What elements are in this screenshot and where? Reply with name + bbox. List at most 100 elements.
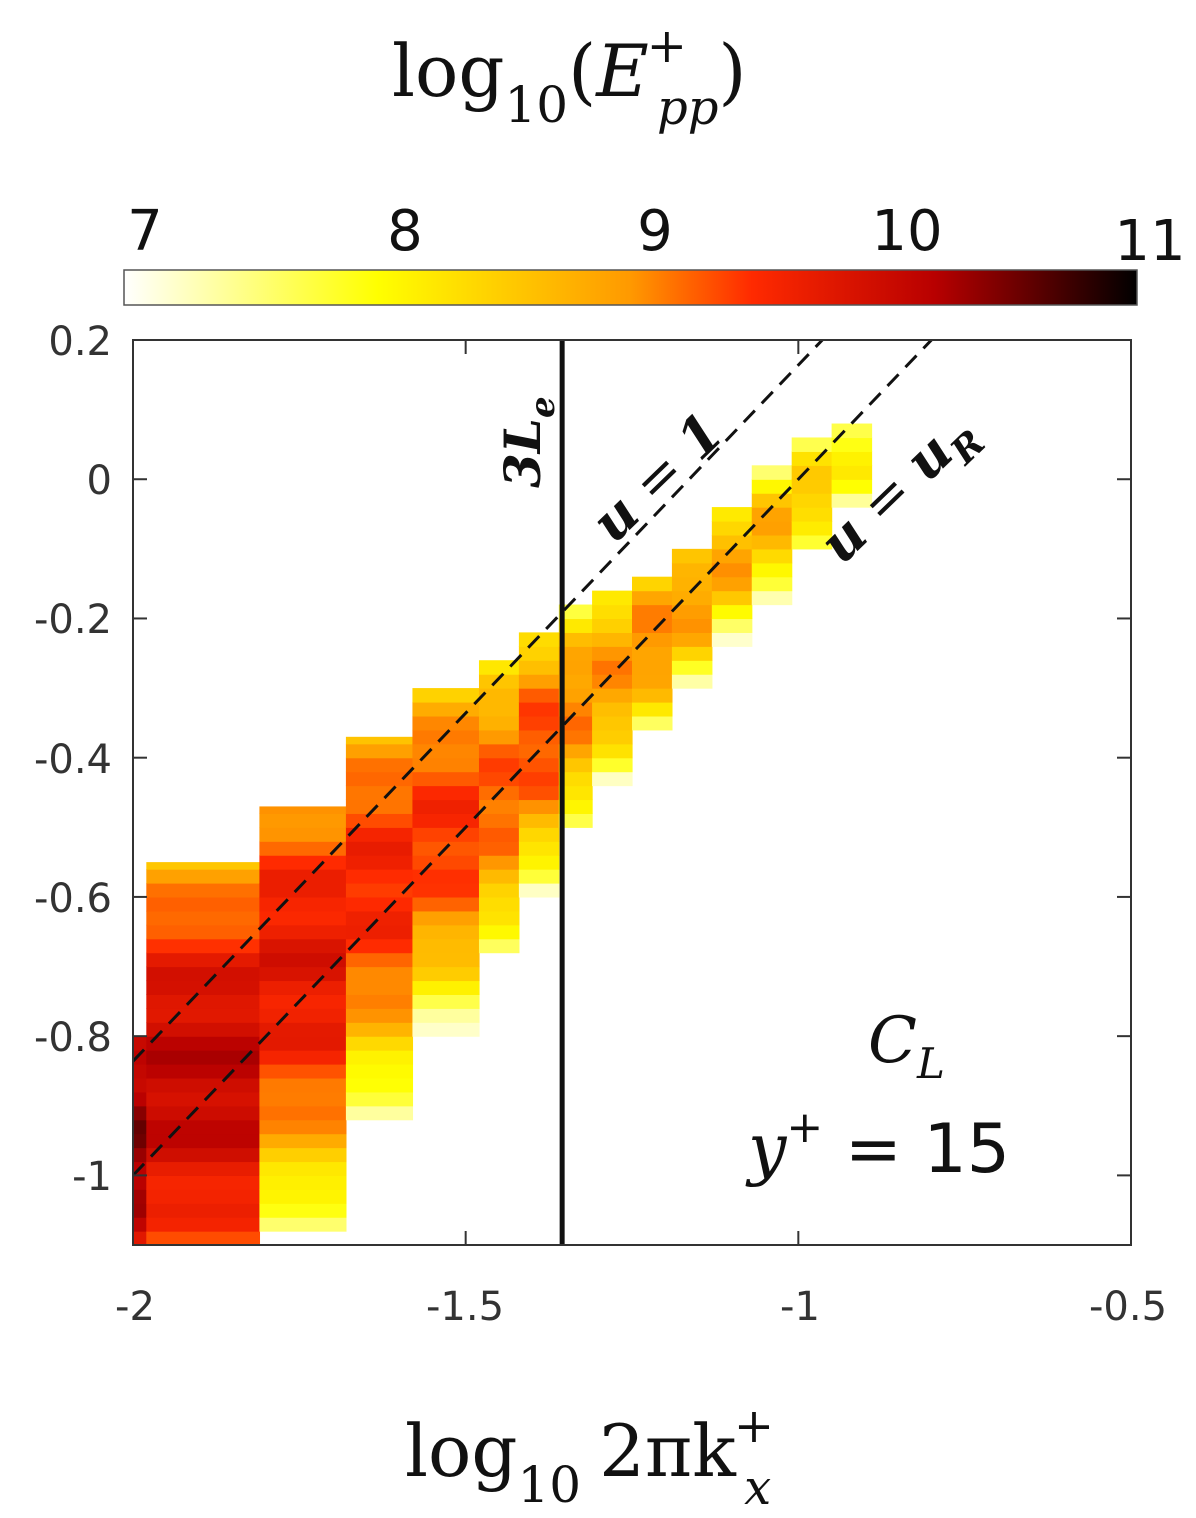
heatmap-cell	[478, 896, 520, 912]
heatmap-cell	[478, 674, 520, 689]
heatmap-cell	[632, 660, 673, 675]
heatmap-cell	[478, 855, 520, 870]
heatmap-cell	[146, 862, 261, 870]
heatmap-cell	[412, 771, 480, 787]
heatmap-cell	[345, 813, 414, 828]
heatmap-cell	[146, 1119, 261, 1135]
heatmap-cell	[751, 465, 793, 480]
heatmap-cell	[259, 1077, 347, 1093]
heatmap-cell	[345, 736, 414, 745]
heatmap-cell	[558, 618, 593, 633]
heatmap-cell	[412, 910, 480, 926]
heatmap-cell	[558, 785, 593, 801]
colorbar-tick-label: 7	[127, 199, 163, 264]
heatmap-cell	[146, 924, 261, 940]
heatmap-cell	[412, 813, 480, 828]
heatmap-cell	[412, 869, 480, 884]
y-tick-labels: 0.2 0 -0.2 -0.4 -0.6 -0.8 -1	[34, 319, 112, 1200]
heatmap-cell	[146, 938, 261, 954]
heatmap-cell	[259, 841, 347, 856]
heatmap-cell	[259, 1147, 347, 1163]
heatmap-cell	[412, 743, 480, 759]
heatmap-cell	[345, 952, 414, 968]
heatmap-cell	[711, 534, 753, 550]
x-tick-label: -1	[780, 1284, 820, 1330]
heatmap-cell	[146, 883, 261, 898]
heatmap-cell	[133, 1077, 147, 1093]
heatmap-cell	[518, 674, 560, 689]
heatmap-cell	[592, 743, 633, 759]
heatmap-cell	[259, 924, 347, 940]
heatmap-cell	[259, 1203, 347, 1218]
heatmap-cell	[412, 994, 480, 1009]
colorbar-tick-label: 9	[637, 199, 673, 264]
heatmap-cell	[671, 618, 713, 633]
heatmap-cell	[478, 869, 520, 884]
heatmap-cell	[751, 590, 793, 606]
heatmap-cell	[345, 1008, 414, 1023]
heatmap-cell	[791, 493, 833, 508]
heatmap-cell	[671, 604, 713, 620]
heatmap-cell	[791, 437, 833, 452]
heatmap-cell	[831, 437, 873, 452]
heatmap-cell	[478, 910, 520, 926]
heatmap-cell	[259, 994, 347, 1009]
heatmap-cell	[259, 883, 347, 898]
panel-case-label: CL	[868, 1004, 945, 1088]
heatmap-cell	[259, 1175, 347, 1190]
heatmap-cell	[518, 855, 560, 870]
heatmap-cell	[518, 715, 560, 731]
heatmap-cell	[518, 841, 560, 856]
heatmap-cell	[671, 590, 713, 606]
heatmap-cell	[259, 1161, 347, 1176]
heatmap-cell	[133, 1147, 147, 1163]
heatmap-cell	[711, 548, 753, 564]
plot-frame	[132, 339, 1132, 1246]
heatmap-cell	[412, 827, 480, 842]
vertical-line-label: 3Le	[493, 396, 563, 488]
heatmap-cell	[558, 813, 593, 828]
heatmap-cell	[478, 771, 520, 787]
heatmap-cell	[146, 1105, 261, 1121]
heatmap-cell	[671, 660, 713, 675]
heatmap-cell	[831, 479, 873, 494]
heatmap-cell	[632, 674, 673, 689]
heatmap-cell	[831, 451, 873, 466]
y-tick-label: -0.6	[34, 876, 112, 922]
x-tick-labels: -2 -1.5 -1 -0.5	[115, 1284, 1167, 1330]
heatmap-cell	[751, 479, 793, 494]
heatmap-cell	[478, 743, 520, 759]
heatmap-cell	[831, 465, 873, 480]
heatmap-cell	[518, 799, 560, 814]
heatmap-cell	[259, 980, 347, 995]
heatmap-cell	[259, 952, 347, 968]
heatmap-cell	[345, 771, 414, 787]
heatmap-cell	[345, 1050, 414, 1065]
heatmap-cell	[259, 813, 347, 828]
heatmap-cell	[518, 757, 560, 773]
heatmap-cell	[751, 507, 793, 522]
heatmap-cell	[751, 548, 793, 564]
heatmap-cell	[259, 1119, 347, 1135]
heatmap-cell	[345, 980, 414, 995]
heatmap-cell	[412, 757, 480, 773]
heatmap-cell	[751, 576, 793, 592]
heatmap-cell	[592, 618, 633, 633]
heatmap-cell	[711, 562, 753, 578]
heatmap-cell	[478, 715, 520, 731]
heatmap-cell	[345, 966, 414, 982]
heatmap-cell	[558, 646, 593, 661]
heatmap-cell	[146, 1050, 261, 1065]
heatmap-cell	[146, 869, 261, 884]
heatmap-cell	[558, 632, 593, 647]
heatmap-cell	[671, 562, 713, 578]
heatmap-cell	[558, 729, 593, 745]
heatmap-cell	[345, 869, 414, 884]
heatmap-cell	[478, 729, 520, 745]
heatmap-cell	[133, 1217, 147, 1232]
heatmap-cell	[345, 855, 414, 870]
heatmap-cell	[133, 1064, 147, 1079]
heatmap-cell	[259, 1008, 347, 1023]
heatmap-cell	[791, 534, 833, 550]
